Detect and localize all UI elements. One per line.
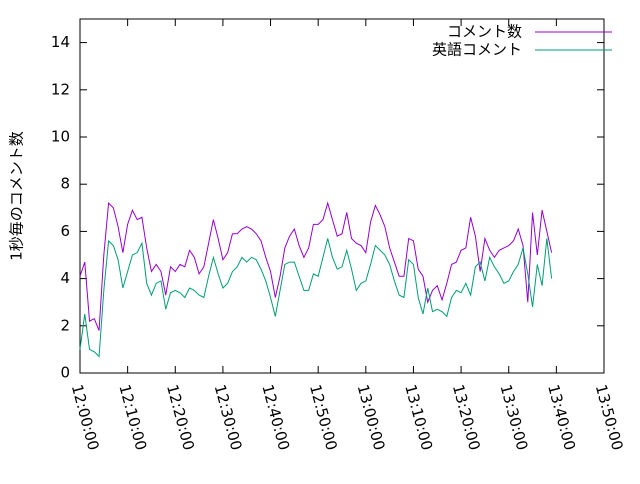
y-tick-label: 12	[51, 80, 70, 98]
x-tick-label: 12:00:00	[68, 383, 103, 453]
y-tick-label: 6	[60, 222, 70, 240]
x-tick-label: 12:30:00	[211, 383, 246, 453]
x-tick-label: 13:10:00	[401, 383, 436, 453]
x-tick-label: 13:00:00	[354, 383, 389, 453]
plot-frame	[79, 18, 605, 374]
y-tick-label: 14	[51, 33, 70, 51]
y-tick-label: 8	[60, 175, 70, 193]
y-tick-label: 4	[60, 269, 70, 287]
data-line	[79, 201, 553, 331]
x-tick-label: 13:30:00	[497, 383, 532, 453]
x-tick-label: 13:20:00	[449, 383, 484, 453]
x-tick-label: 12:40:00	[258, 383, 293, 453]
x-tick-label: 13:50:00	[592, 383, 627, 453]
legend-label: コメント数	[447, 23, 522, 41]
y-tick-label: 10	[51, 128, 70, 146]
x-tick-label: 12:50:00	[306, 383, 341, 453]
y-axis-label: 1秒毎のコメント数	[8, 131, 26, 261]
x-tick-label: 12:10:00	[115, 383, 150, 453]
x-tick-label: 12:20:00	[163, 383, 198, 453]
legend-label: 英語コメント	[432, 41, 522, 59]
y-tick-label: 2	[60, 316, 70, 334]
data-line	[79, 238, 553, 358]
x-tick-label: 13:40:00	[544, 383, 579, 453]
y-tick-label: 0	[60, 364, 70, 382]
